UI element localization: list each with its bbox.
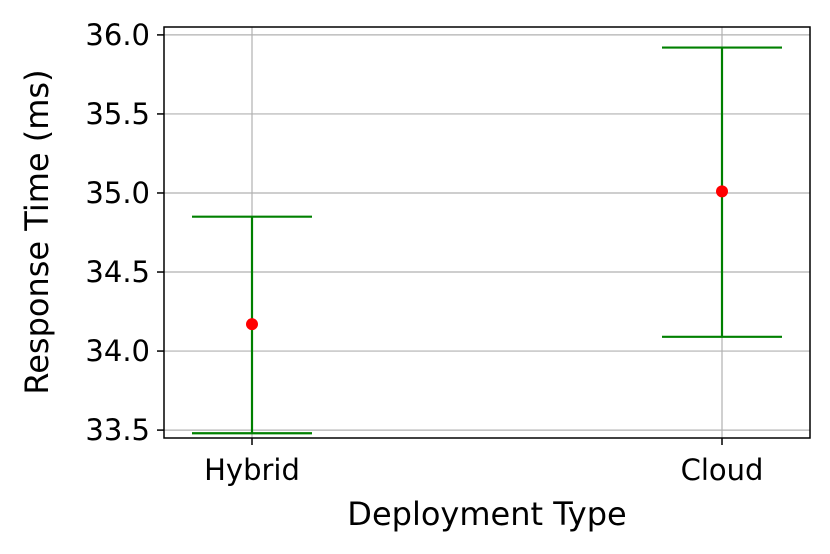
y-tick-label: 35.5 [85, 97, 150, 131]
y-tick-label: 34.0 [85, 334, 150, 368]
errorbar-layer [192, 46, 782, 435]
y-tick-label: 36.0 [85, 18, 150, 52]
x-tick-label: Cloud [681, 453, 764, 487]
data-point [246, 318, 258, 331]
data-point [716, 185, 728, 198]
x-axis-label: Deployment Type [347, 495, 626, 533]
point-layer [246, 185, 728, 331]
plot-frame [163, 26, 811, 439]
grid-layer [164, 27, 810, 438]
x-tick-label: Hybrid [204, 453, 300, 487]
y-tick-label: 33.5 [85, 413, 150, 447]
y-axis-label: Response Time (ms) [18, 69, 56, 394]
tick-layer: 33.5 34.0 34.5 35.0 35.5 36.0 Hybrid Cloud [85, 18, 763, 487]
y-tick-label: 34.5 [85, 255, 150, 289]
y-tick-label: 35.0 [85, 176, 150, 210]
